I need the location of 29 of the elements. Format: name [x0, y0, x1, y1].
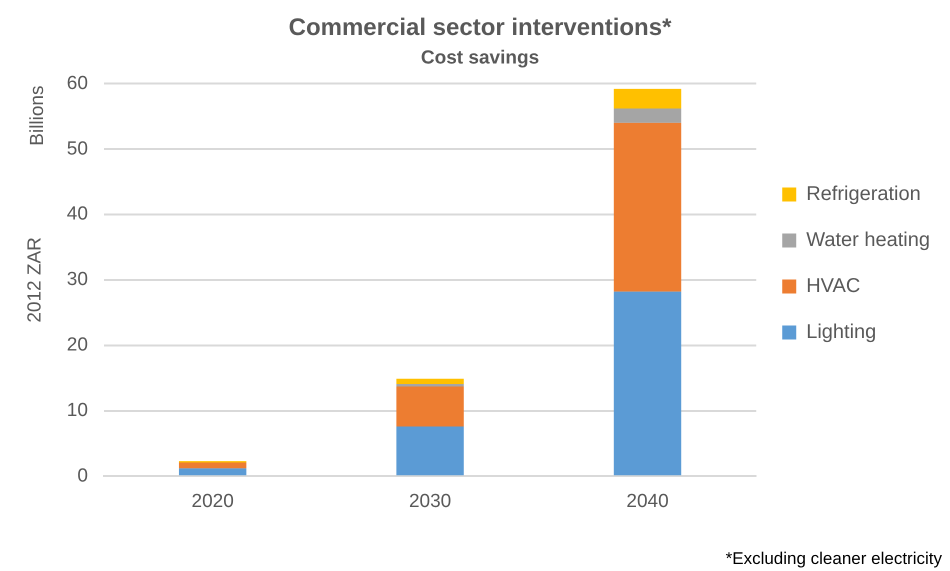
bar — [396, 378, 464, 384]
legend-label: HVAC — [806, 275, 860, 298]
chart-title: Commercial sector interventions* — [288, 14, 672, 42]
y-tick-label: 60 — [66, 72, 88, 94]
text: Billions — [27, 86, 48, 146]
y-tick-label: 40 — [66, 204, 88, 225]
bar — [178, 462, 246, 468]
y-tick-label: 20 — [66, 334, 88, 356]
chart-subtitle: Cost savings — [420, 47, 540, 68]
x-tick-label: 2040 — [626, 490, 669, 512]
y-tick-label: 0 — [77, 465, 88, 486]
bar — [396, 386, 464, 426]
bar — [178, 468, 246, 476]
bar — [614, 108, 682, 123]
bar — [614, 292, 682, 476]
x-tick-label: 2020 — [192, 490, 234, 512]
y-tick-label: 30 — [66, 269, 88, 290]
legend-label: Refrigeration — [806, 183, 921, 206]
y-tick-label: 10 — [66, 400, 88, 421]
legend-label: Water heating — [806, 229, 930, 252]
bar — [396, 384, 464, 387]
bar — [396, 426, 464, 476]
y-tick-label: 50 — [66, 138, 88, 160]
y-axis-title: 2012 ZAR — [24, 237, 46, 323]
text: *Excluding cleaner electricity — [726, 549, 942, 568]
legend-label: Lighting — [806, 321, 876, 344]
bar — [614, 88, 682, 108]
bar — [614, 122, 682, 292]
x-tick-label: 2030 — [408, 490, 452, 512]
